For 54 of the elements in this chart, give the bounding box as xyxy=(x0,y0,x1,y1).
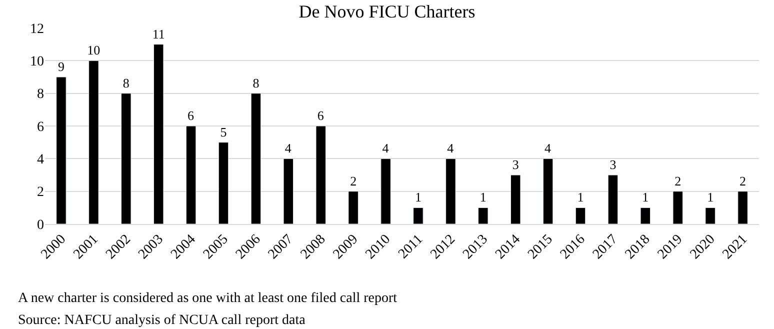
bar xyxy=(250,93,262,224)
bar xyxy=(542,158,554,224)
bar xyxy=(121,93,132,224)
chart-title: De Novo FICU Charters xyxy=(298,2,476,22)
y-tick-label: 6 xyxy=(37,120,44,135)
bar xyxy=(608,174,618,224)
bar xyxy=(640,207,651,224)
data-label: 2 xyxy=(674,173,682,188)
data-label: 3 xyxy=(512,157,519,172)
data-label: 3 xyxy=(610,157,616,172)
y-tick-label: 4 xyxy=(37,152,44,168)
bar xyxy=(380,158,391,224)
y-tick-label: 8 xyxy=(37,87,44,102)
bar xyxy=(413,207,424,224)
data-label: 1 xyxy=(480,190,486,205)
bar xyxy=(88,60,99,224)
y-tick-label: 10 xyxy=(30,54,44,70)
data-label: 5 xyxy=(220,124,227,140)
data-label: 4 xyxy=(544,140,552,156)
bar xyxy=(446,158,456,224)
bar xyxy=(672,191,683,224)
data-label: 1 xyxy=(707,190,714,205)
data-label: 2 xyxy=(350,173,357,188)
data-label: 8 xyxy=(252,75,260,90)
data-label: 4 xyxy=(447,140,454,156)
data-label: 10 xyxy=(87,42,100,58)
bar xyxy=(510,174,521,224)
data-label: 9 xyxy=(58,59,64,74)
bar xyxy=(738,191,748,224)
bar xyxy=(153,44,164,224)
source-note: Source: NAFCU analysis of NCUA call report data xyxy=(18,313,306,328)
bar xyxy=(316,126,326,224)
data-label: 4 xyxy=(284,140,292,156)
data-label: 11 xyxy=(152,26,165,42)
data-label: 6 xyxy=(188,108,195,123)
bar xyxy=(705,207,716,224)
data-label: 1 xyxy=(414,190,422,205)
data-label: 6 xyxy=(317,108,324,123)
y-tick-label: 2 xyxy=(37,185,44,200)
data-label: 1 xyxy=(642,190,649,205)
data-label: 1 xyxy=(577,190,584,205)
bar xyxy=(218,142,229,224)
bar xyxy=(186,126,196,224)
data-label: 2 xyxy=(740,173,746,188)
data-label: 8 xyxy=(122,75,130,90)
bar xyxy=(575,207,586,224)
y-tick-label: 0 xyxy=(37,218,44,233)
bar xyxy=(56,76,66,224)
y-tick-label: 12 xyxy=(30,22,44,37)
bar xyxy=(348,191,358,224)
bar xyxy=(478,207,488,224)
data-label: 4 xyxy=(382,140,390,156)
bar xyxy=(283,158,294,224)
text: A new charter is considered as one with at least one filed call report xyxy=(18,291,398,306)
